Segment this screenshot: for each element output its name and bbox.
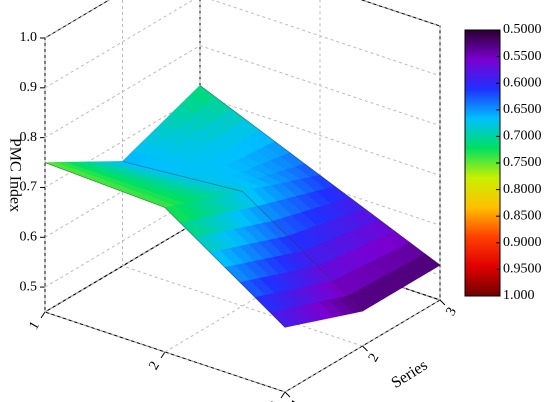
y-tick-label: 1	[289, 397, 305, 402]
x-tick-label: 2	[147, 359, 163, 373]
grid-line	[44, 38, 286, 393]
colorbar-label: 0.7500	[503, 155, 542, 170]
y-tick-label: 2	[366, 351, 382, 365]
x-tick-label: 1	[27, 319, 43, 333]
colorbar-label: 0.9000	[503, 235, 542, 250]
mesh-line	[44, 162, 286, 328]
z-tick-label: 0.8	[20, 130, 38, 145]
surface	[44, 85, 441, 328]
tick-mark	[439, 299, 446, 306]
z-tick-label: 0.5	[20, 279, 38, 294]
colorbar-label: 0.8500	[503, 208, 542, 223]
colorbar-label: 0.5000	[503, 22, 542, 37]
z-tick-label: 0.7	[20, 180, 38, 195]
tick-mark	[362, 345, 368, 352]
mesh-line	[199, 85, 441, 266]
z-axis-label: PMC Index	[6, 138, 23, 212]
mesh-line	[122, 161, 363, 312]
y-axis-label: Series	[388, 357, 430, 392]
tick-mark	[160, 351, 166, 359]
grid-line	[44, 0, 441, 39]
colorbar-label: 1.000	[503, 288, 535, 303]
colorbar-label: 0.8000	[503, 182, 542, 197]
colorbar-label: 0.6500	[503, 102, 542, 117]
colorbar-label: 0.9500	[503, 262, 542, 277]
grid-line	[44, 0, 441, 89]
tick-mark	[280, 391, 286, 399]
y-tick-label: 3	[444, 305, 460, 319]
tick-mark	[284, 391, 291, 398]
colorbar-label: 0.5500	[503, 49, 542, 64]
tick-mark	[40, 311, 46, 319]
colorbar-label: 0.6000	[503, 75, 542, 90]
colorbar-label: 0.7000	[503, 129, 542, 144]
z-tick-label: 0.6	[20, 229, 38, 244]
z-tick-label: 0.9	[20, 80, 38, 95]
colorbar	[464, 29, 501, 297]
z-tick-label: 1.0	[20, 30, 38, 45]
